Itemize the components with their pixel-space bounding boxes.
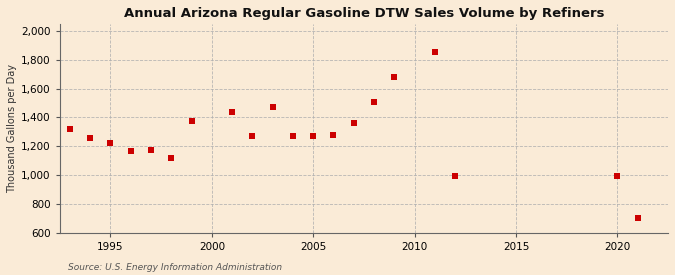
Point — [227, 110, 238, 115]
Title: Annual Arizona Regular Gasoline DTW Sales Volume by Refiners: Annual Arizona Regular Gasoline DTW Sale… — [124, 7, 604, 20]
Point — [389, 75, 400, 79]
Point — [85, 136, 96, 141]
Point — [308, 134, 319, 138]
Text: Source: U.S. Energy Information Administration: Source: U.S. Energy Information Administ… — [68, 263, 281, 272]
Point — [247, 134, 258, 138]
Point — [186, 119, 197, 123]
Point — [369, 99, 379, 104]
Point — [348, 121, 359, 125]
Point — [612, 174, 623, 178]
Point — [126, 149, 136, 153]
Y-axis label: Thousand Gallons per Day: Thousand Gallons per Day — [7, 64, 17, 193]
Point — [429, 50, 440, 54]
Point — [166, 156, 177, 161]
Point — [105, 141, 116, 145]
Point — [267, 104, 278, 109]
Point — [328, 133, 339, 137]
Point — [65, 127, 76, 131]
Point — [146, 148, 157, 152]
Point — [288, 134, 298, 138]
Point — [450, 174, 460, 178]
Point — [632, 216, 643, 220]
